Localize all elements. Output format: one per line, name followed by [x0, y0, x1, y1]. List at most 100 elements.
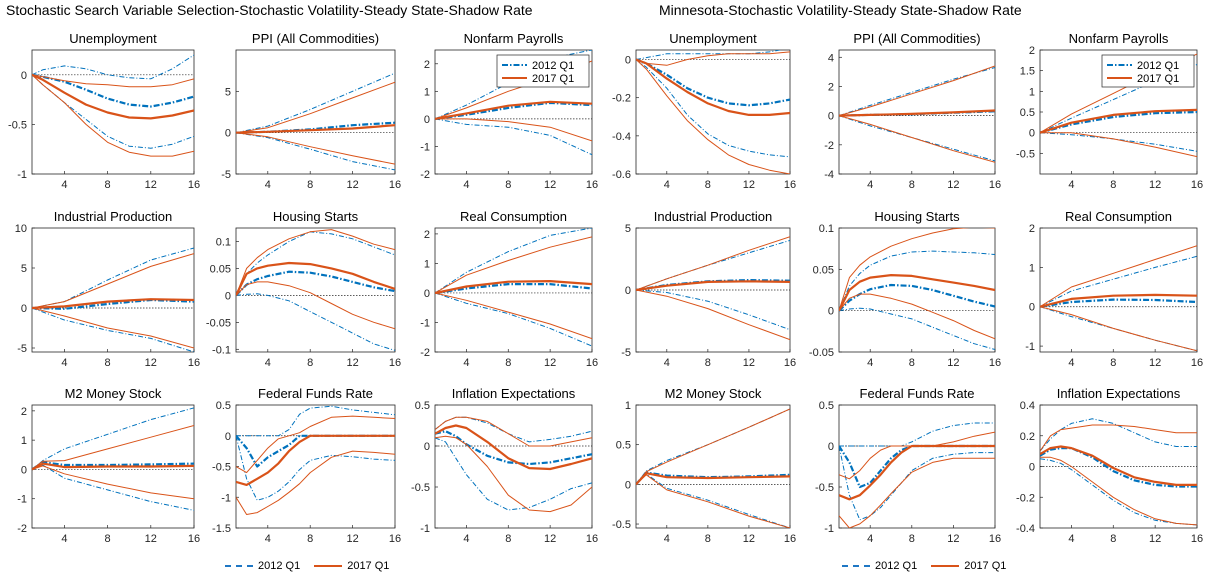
y-tick-label: 0 [828, 441, 834, 453]
y-tick-label: -1 [17, 169, 27, 181]
series-2012-lower [839, 307, 995, 350]
x-tick-label: 8 [1110, 179, 1116, 191]
y-tick-label: 0.5 [1020, 107, 1035, 119]
x-tick-label: 4 [867, 179, 873, 191]
x-tick-label: 16 [1191, 533, 1203, 545]
legend-label-2017: 2017 Q1 [347, 560, 390, 572]
series-2017-lower [236, 450, 395, 515]
panel-title: Real Consumption [460, 209, 567, 224]
axes-box [31, 49, 195, 175]
series-2017-median [32, 462, 194, 471]
axes-box [434, 49, 593, 175]
series-2012-lower [236, 435, 395, 501]
x-tick-label: 8 [105, 179, 111, 191]
x-tick-label: 16 [188, 533, 200, 545]
y-tick-label: 0 [625, 55, 631, 67]
series-2017-median [1040, 108, 1197, 134]
x-tick-label: 16 [586, 533, 598, 545]
y-tick-label: 0 [1029, 128, 1035, 140]
panel-title: Unemployment [69, 31, 157, 46]
panel-real-consumption: Real Consumption 4 8 12 16 2 1 0 -1 [1025, 209, 1203, 369]
series-2012-upper [1040, 255, 1197, 308]
panel-m2-money-stock: M2 Money Stock 4 8 12 16 2 1 0 -1 -2 [17, 386, 200, 545]
y-tick-label: 0 [828, 306, 834, 318]
series-2017-lower [32, 465, 194, 500]
x-tick-label: 8 [505, 179, 511, 191]
legend-swatch-2017 [931, 565, 960, 567]
series-2012-upper [236, 231, 395, 296]
series-2017-upper [435, 236, 592, 294]
series-2012-upper [32, 407, 194, 470]
y-tick-label: 0.1 [216, 236, 231, 248]
group-title-ssvs: Stochastic Search Variable Selection-Sto… [6, 2, 533, 18]
series-2017-median [236, 124, 395, 134]
y-tick-label: -2 [17, 523, 27, 535]
series-2017-lower [435, 292, 592, 340]
x-tick-label: 4 [61, 533, 67, 545]
panel-m2-money-stock: M2 Money Stock 4 8 12 16 1 0.5 0 -0.5 [612, 386, 796, 545]
series-2012-upper [236, 72, 395, 134]
panel-legend-label-2017: 2017 Q1 [1137, 73, 1179, 85]
panel-industrial-production: Industrial Production 4 8 12 16 10 5 0 -5 [15, 209, 200, 369]
y-tick-label: 5 [21, 263, 27, 275]
series-2012-lower [1040, 458, 1197, 526]
series-2017-median [1040, 293, 1197, 308]
group-title-minnesota: Minnesota-Stochastic Volatility-Steady S… [659, 2, 1022, 18]
series-2017-upper [32, 253, 194, 309]
y-tick-label: -0.4 [1016, 523, 1035, 535]
series-2012-median [839, 283, 995, 312]
series-2012-lower [236, 293, 395, 351]
x-tick-label: 8 [307, 357, 313, 369]
y-tick-label: -0.1 [212, 344, 231, 356]
y-tick-label: 0 [225, 128, 231, 140]
axes-box [235, 404, 396, 529]
y-tick-label: 2 [424, 229, 430, 241]
x-tick-label: 12 [544, 357, 556, 369]
y-tick-label: 1 [625, 400, 631, 412]
y-tick-label: 1 [1029, 86, 1035, 98]
x-tick-label: 4 [1068, 533, 1074, 545]
series-2017-upper [1040, 424, 1197, 452]
x-tick-label: 8 [1110, 357, 1116, 369]
y-tick-label: 0 [21, 464, 27, 476]
series-2017-lower [636, 59, 790, 174]
series-2012-median [32, 73, 194, 108]
series-2012-upper [236, 405, 395, 437]
x-tick-label: 8 [307, 179, 313, 191]
x-tick-label: 12 [544, 179, 556, 191]
axes-box [235, 49, 396, 175]
x-tick-label: 8 [705, 533, 711, 545]
series-2012-lower [636, 59, 790, 158]
x-tick-label: 4 [265, 533, 271, 545]
series-2012-lower [32, 307, 194, 352]
legend-swatch-2017 [314, 565, 343, 567]
series-2012-median [435, 283, 592, 295]
x-tick-label: 4 [664, 357, 670, 369]
series-2012-lower [1040, 306, 1197, 352]
x-tick-label: 12 [947, 533, 959, 545]
y-tick-label: 0.1 [819, 223, 834, 235]
x-tick-label: 4 [265, 357, 271, 369]
series-2017-lower [1040, 306, 1197, 352]
x-tick-label: 8 [909, 357, 915, 369]
axes-box [635, 49, 791, 175]
series-2012-lower [236, 132, 395, 171]
y-tick-label: 0.4 [1020, 400, 1035, 412]
legend-item-2017: 2017 Q1 [931, 560, 1006, 572]
y-tick-label: -1 [17, 494, 27, 506]
y-tick-label: 0.5 [415, 400, 430, 412]
y-tick-label: 5 [225, 86, 231, 98]
x-tick-label: 12 [145, 357, 157, 369]
axes-box [635, 227, 791, 353]
series-2012-upper [839, 422, 995, 447]
x-tick-label: 4 [61, 179, 67, 191]
series-2012-upper [32, 54, 194, 80]
y-tick-label: 2 [828, 81, 834, 93]
x-tick-label: 16 [989, 357, 1001, 369]
series-2017-lower [839, 457, 995, 528]
series-2012-lower [435, 437, 592, 511]
series-2012-upper [435, 416, 592, 443]
panel-title: Housing Starts [874, 209, 960, 224]
series-2017-lower [236, 132, 395, 165]
